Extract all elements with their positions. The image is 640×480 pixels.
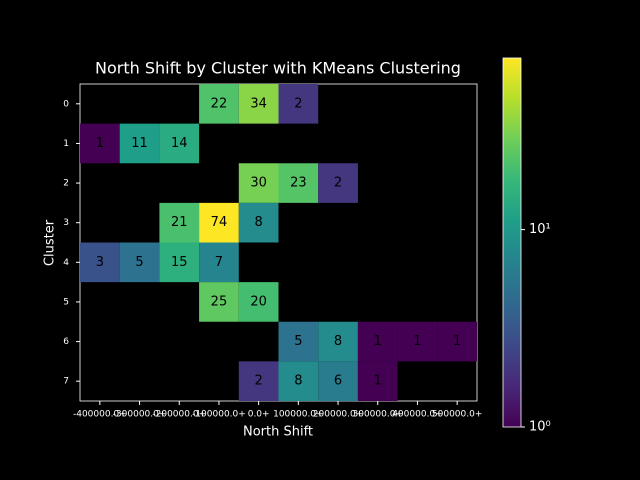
cell-label: 1 bbox=[413, 334, 421, 349]
heatmap-cell bbox=[238, 163, 279, 203]
x-tick-label: -300000.0+ bbox=[113, 410, 167, 420]
cell-label: 15 bbox=[171, 255, 188, 270]
heatmap-cell bbox=[199, 282, 239, 322]
cell-label: 8 bbox=[334, 334, 342, 349]
heatmap-cell bbox=[357, 321, 398, 362]
cell-label: 3 bbox=[96, 255, 104, 270]
cell-label: 30 bbox=[250, 176, 267, 191]
heatmap-cell bbox=[278, 84, 319, 124]
x-tick-label: 100000.0+ bbox=[273, 410, 323, 420]
heatmap-cell bbox=[318, 163, 358, 203]
heatmap-cell bbox=[318, 361, 358, 401]
cell-label: 20 bbox=[250, 294, 267, 309]
x-tick-label: 300000.0+ bbox=[353, 410, 403, 420]
cell-label: 23 bbox=[290, 176, 307, 191]
cell-label: 11 bbox=[131, 136, 148, 151]
heatmap-cell bbox=[278, 321, 319, 362]
heatmap-cell bbox=[318, 321, 358, 362]
x-tick-label: 500000.0+ bbox=[432, 410, 482, 420]
heatmap-cell bbox=[80, 123, 120, 164]
cell-label: 5 bbox=[294, 334, 302, 349]
heatmap-cell bbox=[199, 84, 239, 124]
heatmap-cell bbox=[119, 123, 160, 164]
y-tick-label: 2 bbox=[63, 179, 69, 189]
cell-label: 8 bbox=[255, 215, 263, 230]
x-tick-label: -400000.0+ bbox=[73, 410, 127, 420]
heatmap-cell bbox=[278, 361, 319, 401]
heatmap-cell bbox=[437, 321, 477, 362]
heatmap-cell bbox=[238, 282, 279, 322]
heatmap-cell bbox=[159, 123, 200, 164]
colorbar bbox=[502, 57, 522, 428]
chart-title: North Shift by Cluster with KMeans Clust… bbox=[95, 59, 461, 78]
x-tick-label: 200000.0+ bbox=[313, 410, 363, 420]
heatmap-cell bbox=[238, 84, 279, 124]
y-tick-label: 0 bbox=[63, 99, 69, 109]
x-tick-label: 0.0+ bbox=[248, 410, 270, 420]
y-axis-label: Cluster bbox=[43, 219, 58, 266]
heatmap-cell bbox=[238, 202, 279, 243]
cell-label: 25 bbox=[211, 294, 228, 309]
y-tick-label: 3 bbox=[63, 218, 69, 228]
cell-label: 1 bbox=[453, 334, 461, 349]
heatmap-cell bbox=[159, 202, 200, 243]
cell-label: 1 bbox=[374, 374, 382, 389]
cell-label: 2 bbox=[334, 176, 342, 191]
y-tick-label: 6 bbox=[63, 337, 69, 347]
y-tick-label: 5 bbox=[63, 297, 69, 307]
cell-label: 2 bbox=[255, 374, 263, 389]
heatmap-cell bbox=[199, 242, 239, 283]
cell-label: 1 bbox=[374, 334, 382, 349]
cell-label: 5 bbox=[135, 255, 143, 270]
cell-label: 14 bbox=[171, 136, 188, 151]
heatmap-cell bbox=[199, 202, 239, 243]
cell-label: 1 bbox=[96, 136, 104, 151]
colorbar-tick-label: 10⁰ bbox=[529, 420, 551, 435]
cell-label: 34 bbox=[250, 96, 267, 111]
cell-label: 7 bbox=[215, 255, 223, 270]
heatmap-cell bbox=[119, 242, 160, 283]
cell-label: 74 bbox=[211, 215, 228, 230]
heatmap-cell bbox=[238, 361, 279, 401]
heatmap-cell bbox=[159, 242, 200, 283]
heatmap-cell bbox=[357, 361, 398, 401]
y-tick-label: 4 bbox=[63, 258, 69, 268]
heatmap-cell bbox=[80, 242, 120, 283]
x-tick-label: -200000.0+ bbox=[152, 410, 206, 420]
cell-label: 6 bbox=[334, 374, 342, 389]
heatmap-cell bbox=[278, 163, 319, 203]
y-tick-label: 1 bbox=[63, 139, 69, 149]
x-tick-label: 400000.0+ bbox=[392, 410, 442, 420]
x-axis-label: North Shift bbox=[243, 425, 313, 440]
cell-label: 2 bbox=[294, 96, 302, 111]
colorbar-tick-label: 10¹ bbox=[529, 222, 551, 237]
x-tick-label: -100000.0+ bbox=[192, 410, 246, 420]
heatmap-cell bbox=[397, 321, 438, 362]
cell-label: 22 bbox=[211, 96, 228, 111]
y-tick-label: 7 bbox=[63, 377, 69, 387]
cell-label: 21 bbox=[171, 215, 188, 230]
cell-label: 8 bbox=[294, 374, 302, 389]
